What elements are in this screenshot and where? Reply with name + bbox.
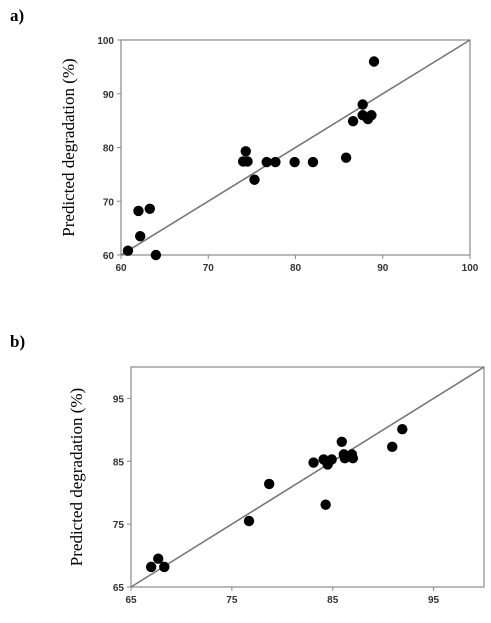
data-point-a (144, 203, 155, 214)
x-tick-label-a: 60 (115, 263, 127, 274)
data-point-a (150, 249, 162, 261)
panel-label-a: a) (10, 6, 25, 25)
data-point-a (249, 174, 260, 185)
data-point-b (387, 441, 398, 453)
x-tick-label-a: 80 (290, 263, 302, 274)
panel-label-b: b) (10, 332, 26, 351)
x-tick-label-b: 65 (125, 595, 137, 606)
x-tick-label-a: 90 (377, 263, 389, 274)
x-tick-label-b: 85 (327, 595, 339, 606)
data-point-b (320, 499, 331, 510)
y-tick-label-a: 90 (103, 90, 115, 101)
data-point-b (397, 424, 408, 435)
data-point-a (270, 156, 281, 168)
data-point-a (340, 152, 352, 163)
data-point-a (240, 146, 251, 157)
y-tick-label-b: 85 (113, 457, 125, 468)
x-tick-label-a: 100 (462, 263, 479, 274)
y-tick-label-b: 95 (113, 394, 125, 405)
data-point-a (357, 99, 368, 110)
data-point-b (243, 515, 255, 527)
x-tick-label-b: 95 (428, 595, 440, 606)
scatter-chart-a: 60 70 80 90 100 60 70 80 90 100 Predicted degradat… (59, 36, 479, 274)
data-point-b (347, 452, 359, 464)
y-axis-label-b: Predicted degradation (%) (67, 388, 86, 566)
y-tick-label-a: 70 (103, 197, 115, 208)
data-point-a (261, 156, 272, 168)
data-point-a (122, 245, 134, 256)
data-point-b (336, 436, 347, 447)
data-point-b (326, 454, 337, 465)
data-point-b (263, 478, 275, 490)
x-tick-label-a: 70 (203, 263, 215, 274)
x-tick-label-b: 75 (226, 595, 238, 606)
data-point-a (289, 156, 300, 168)
y-tick-label-b: 65 (113, 583, 125, 594)
data-point-b (159, 561, 170, 573)
y-tick-label-a: 60 (103, 251, 115, 262)
y-tick-label-b: 75 (113, 520, 125, 531)
reference-line-b (130, 366, 485, 588)
data-point-b (153, 553, 164, 564)
reference-line-a (120, 39, 471, 256)
data-point-b (308, 457, 319, 468)
data-point-a (366, 110, 377, 121)
y-axis-label-a: Predicted degradation (%) (59, 58, 78, 236)
data-point-a (368, 56, 380, 67)
data-point-b (145, 561, 157, 573)
plot-frame-b (130, 366, 485, 588)
scatter-chart-b: 65 75 85 95 65 75 85 95 Predicted degradation (%… (67, 366, 485, 606)
data-point-a (134, 230, 146, 242)
data-point-a (307, 156, 319, 168)
data-point-a (133, 205, 144, 217)
y-tick-label-a: 100 (97, 36, 114, 47)
data-point-a (347, 115, 359, 127)
data-point-a (242, 156, 253, 167)
y-tick-label-a: 80 (103, 144, 115, 155)
